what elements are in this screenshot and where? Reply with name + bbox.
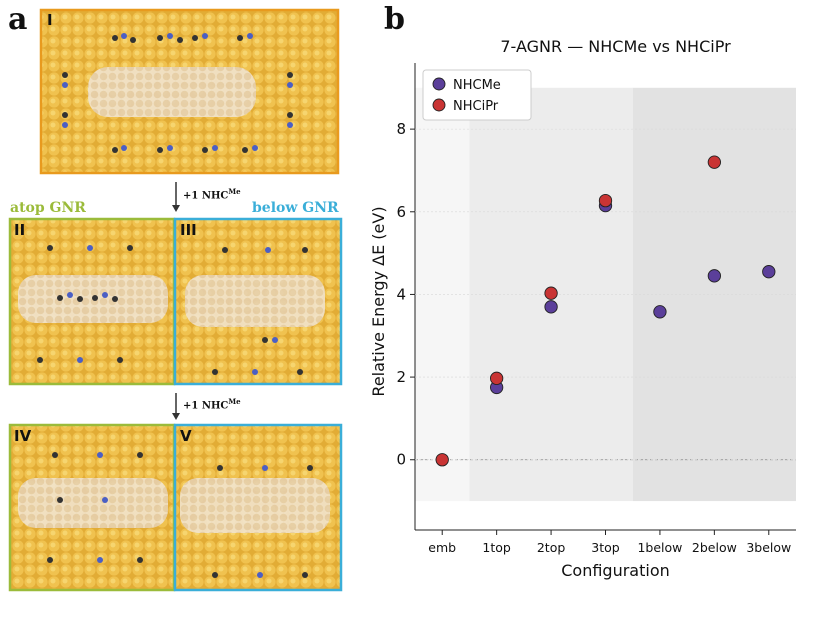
frame-2-label: II <box>14 221 25 239</box>
y-tick-label: 8 <box>396 120 406 138</box>
y-tick-label: 0 <box>396 451 406 469</box>
point-nhcipr-emb <box>435 453 449 467</box>
y-tick-label: 2 <box>396 368 406 386</box>
frame-2: II <box>8 217 176 386</box>
y-axis-label: Relative Energy ΔE (eV) <box>370 206 388 396</box>
point-nhcipr-2below <box>707 155 722 169</box>
legend-marker <box>432 77 446 91</box>
frame-1-label: I <box>47 11 53 29</box>
x-tick-label: emb <box>428 540 456 555</box>
panel-a-illustration: I II III <box>8 8 343 592</box>
x-tick-label: 3below <box>746 540 791 555</box>
step-label-1-text: +1 NHC <box>183 190 229 202</box>
step-label-1-sup: Me <box>228 187 241 196</box>
point-nhcipr-1top <box>489 371 504 385</box>
frame-5: V <box>173 423 343 592</box>
step-label-2-sup: Me <box>228 397 241 406</box>
step-label-2: +1 NHCMe <box>183 397 241 411</box>
x-tick-label: 2below <box>692 540 737 555</box>
nhc-molecules <box>62 33 293 153</box>
legend-marker <box>432 98 446 112</box>
frame-4: IV <box>8 423 176 592</box>
x-axis-label: Configuration <box>561 561 670 580</box>
legend-label: NHCMe <box>453 78 501 93</box>
below-gnr-caption: below GNR <box>252 200 339 216</box>
x-tick-label: 1below <box>637 540 682 555</box>
x-tick-label: 1top <box>482 540 511 555</box>
panel-b-letter: b <box>384 2 405 37</box>
legend: NHCMe NHCiPr <box>422 69 532 121</box>
x-axis: emb 1top 2top 3top 1below 2below 3below <box>415 529 796 555</box>
step-label-2-text: +1 NHC <box>183 400 229 412</box>
point-nhcipr-3top <box>598 193 613 208</box>
chart-title: 7-AGNR — NHCMe vs NHCiPr <box>500 37 731 56</box>
y-tick-label: 6 <box>396 203 406 221</box>
point-nhcipr-2top <box>544 286 558 300</box>
y-tick-label: 4 <box>396 285 406 303</box>
atop-gnr-caption: atop GNR <box>10 200 86 216</box>
point-nhcme-2below <box>707 269 722 283</box>
frame-3: III <box>173 217 343 386</box>
data-points <box>435 155 776 467</box>
legend-box <box>422 69 532 121</box>
point-nhcme-3below <box>762 265 776 279</box>
point-nhcme-1below <box>653 305 667 319</box>
x-tick-label: 2top <box>537 540 566 555</box>
frame-3-label: III <box>180 221 197 239</box>
frame-5-label: V <box>180 427 192 445</box>
legend-label: NHCiPr <box>453 99 499 114</box>
frame-4-label: IV <box>14 427 32 445</box>
step-label-1: +1 NHCMe <box>183 187 241 201</box>
panel-a-letter: a <box>8 2 28 37</box>
frame-1: I <box>39 8 340 175</box>
x-tick-label: 3top <box>591 540 620 555</box>
point-nhcme-2top <box>544 300 558 314</box>
y-axis: 0 2 4 6 8 <box>396 63 796 530</box>
